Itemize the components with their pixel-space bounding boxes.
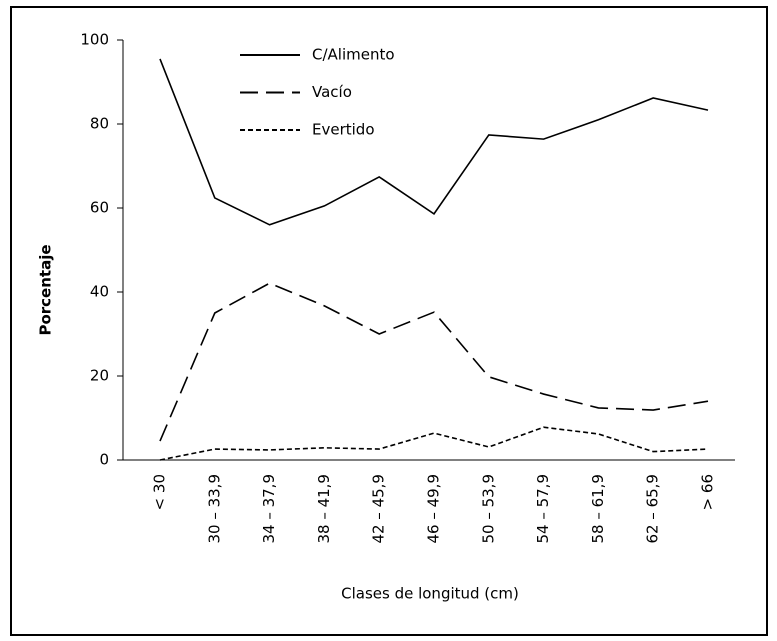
legend-label: Vacío — [312, 83, 352, 101]
x-tick-label: 42 – 45,9 — [370, 474, 388, 544]
line-series — [159, 58, 709, 226]
x-axis-label: Clases de longitud (cm) — [341, 585, 519, 603]
x-tick-label: 50 – 53,9 — [479, 474, 497, 544]
x-tick-label: 38 – 41,9 — [315, 474, 333, 544]
y-tick-label: 80 — [90, 115, 109, 133]
y-axis-label: Porcentaje — [37, 244, 55, 335]
y-tick-label: 20 — [90, 367, 109, 385]
x-tick-label: 62 – 65,9 — [644, 474, 662, 544]
chart-frame — [10, 6, 768, 636]
x-tick-label: 54 – 57,9 — [534, 474, 552, 544]
line-series — [159, 426, 709, 461]
legend-label: C/Alimento — [312, 46, 395, 64]
x-tick-label: < 30 — [151, 474, 169, 510]
legend-label: Evertido — [312, 121, 375, 139]
x-tick-label: 30 – 33,9 — [205, 474, 223, 544]
x-tick-label: 46 – 49,9 — [425, 474, 443, 544]
x-tick-label: > 66 — [699, 474, 717, 510]
y-tick-label: 60 — [90, 199, 109, 217]
y-tick-label: 100 — [80, 31, 109, 49]
x-tick-label: 34 – 37,9 — [260, 474, 278, 544]
x-tick-label: 58 – 61,9 — [589, 474, 607, 544]
y-tick-label: 0 — [99, 451, 109, 469]
y-tick-label: 40 — [90, 283, 109, 301]
line-series — [159, 282, 709, 442]
